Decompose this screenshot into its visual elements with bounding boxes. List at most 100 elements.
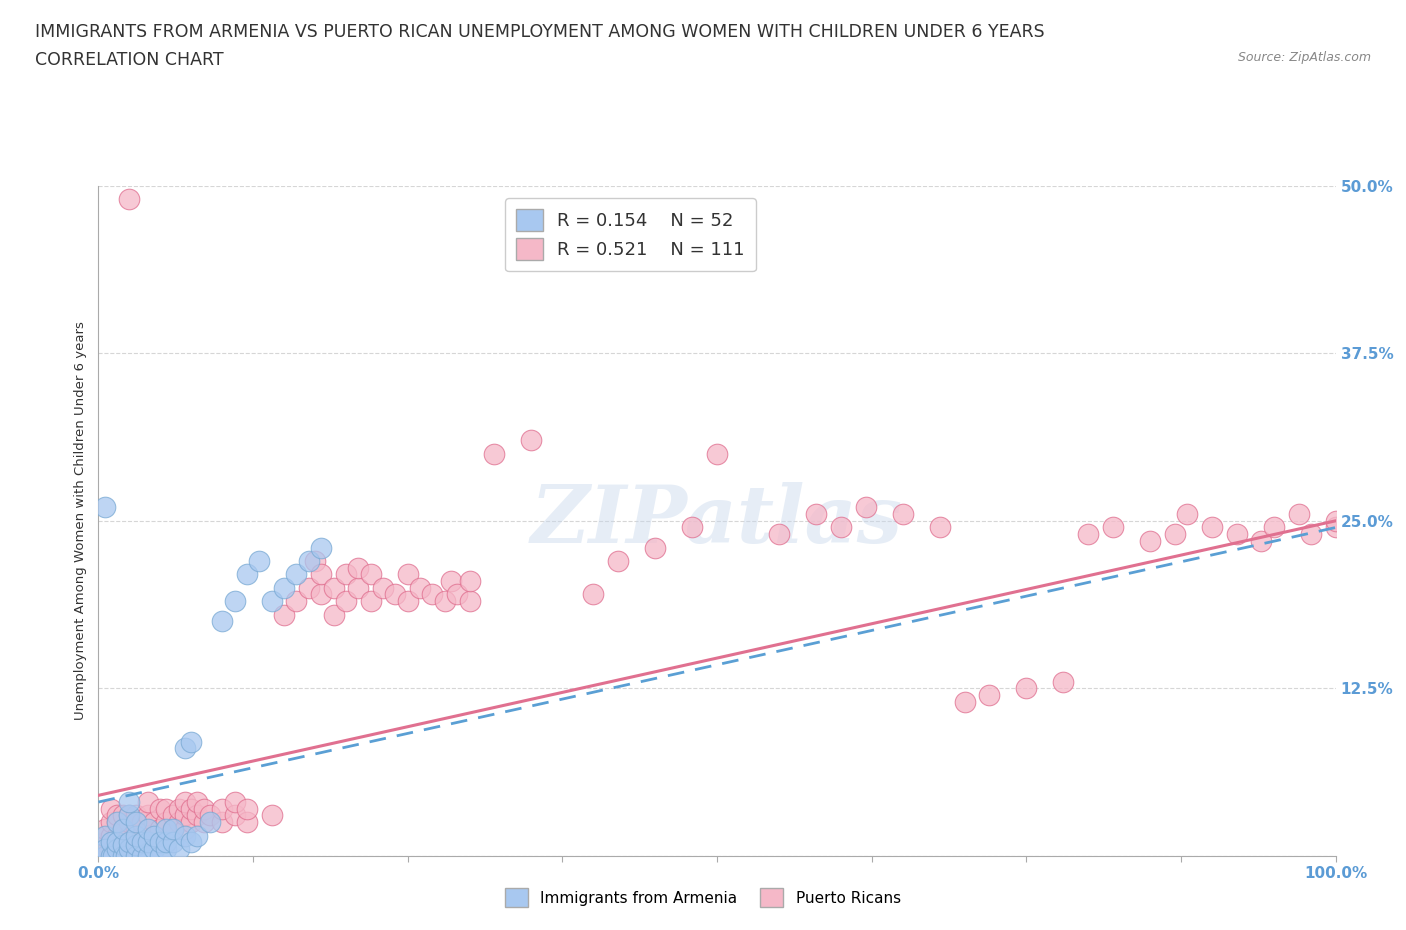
Point [298,553,321,568]
Point [155,802,177,817]
Point [285,567,308,582]
Point [112,821,135,836]
Point [186,828,208,843]
Point [309,587,332,602]
Point [180,802,202,817]
Point [118,835,141,850]
Point [162,808,184,823]
Point [458,574,481,589]
Point [582,587,605,602]
Point [193,802,215,817]
Point [1175,507,1198,522]
Point [124,821,146,836]
Point [100,848,122,863]
Point [1324,513,1347,528]
Point [136,808,159,823]
Point [1299,526,1322,541]
Point [224,794,246,809]
Point [193,815,215,830]
Point [1250,534,1272,549]
Point [1288,507,1310,522]
Point [131,815,153,830]
Point [236,802,259,817]
Point [93,842,115,857]
Point [768,526,790,541]
Point [347,580,370,595]
Point [1052,674,1074,689]
Point [804,507,827,522]
Point [155,815,177,830]
Point [180,735,202,750]
Point [174,828,197,843]
Point [100,815,122,830]
Point [211,802,233,817]
Point [211,815,233,830]
Point [112,821,135,836]
Point [124,808,146,823]
Point [520,433,543,448]
Point [304,553,326,568]
Point [247,553,270,568]
Point [285,593,308,608]
Point [322,607,344,622]
Point [93,500,115,515]
Point [100,848,122,863]
Point [1015,681,1038,696]
Point [103,848,125,863]
Point [118,815,141,830]
Point [396,593,419,608]
Point [180,835,202,850]
Point [105,815,128,830]
Point [100,837,122,852]
Legend: R = 0.154    N = 52, R = 0.521    N = 111: R = 0.154 N = 52, R = 0.521 N = 111 [505,198,756,272]
Point [112,848,135,863]
Text: ZIPatlas: ZIPatlas [531,482,903,560]
Point [124,837,146,852]
Point [891,507,914,522]
Point [118,808,141,823]
Point [143,828,166,843]
Point [112,837,135,852]
Point [124,828,146,843]
Point [149,848,172,863]
Point [124,848,146,863]
Point [93,828,115,843]
Point [162,835,184,850]
Point [93,848,115,863]
Point [830,520,852,535]
Point [167,815,190,830]
Point [1201,520,1223,535]
Y-axis label: Unemployment Among Women with Children Under 6 years: Unemployment Among Women with Children U… [75,322,87,720]
Point [118,794,141,809]
Point [409,580,432,595]
Point [155,821,177,836]
Point [273,607,295,622]
Point [644,540,666,555]
Point [136,794,159,809]
Point [1324,520,1347,535]
Point [953,694,976,709]
Point [180,815,202,830]
Point [162,821,184,836]
Point [93,821,115,836]
Point [105,815,128,830]
Point [114,848,136,863]
Point [458,593,481,608]
Point [105,835,128,850]
Point [186,808,208,823]
Point [118,808,141,823]
Legend: Immigrants from Armenia, Puerto Ricans: Immigrants from Armenia, Puerto Ricans [499,883,907,913]
Point [155,842,177,857]
Point [484,446,506,461]
Point [335,593,357,608]
Point [198,815,221,830]
Point [118,842,141,857]
Point [100,802,122,817]
Point [855,500,877,515]
Point [309,567,332,582]
Point [131,848,153,863]
Point [360,567,382,582]
Point [162,821,184,836]
Text: CORRELATION CHART: CORRELATION CHART [35,51,224,69]
Point [1102,520,1125,535]
